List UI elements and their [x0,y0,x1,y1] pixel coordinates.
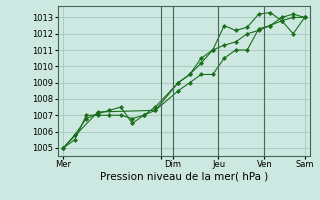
X-axis label: Pression niveau de la mer( hPa ): Pression niveau de la mer( hPa ) [100,172,268,182]
